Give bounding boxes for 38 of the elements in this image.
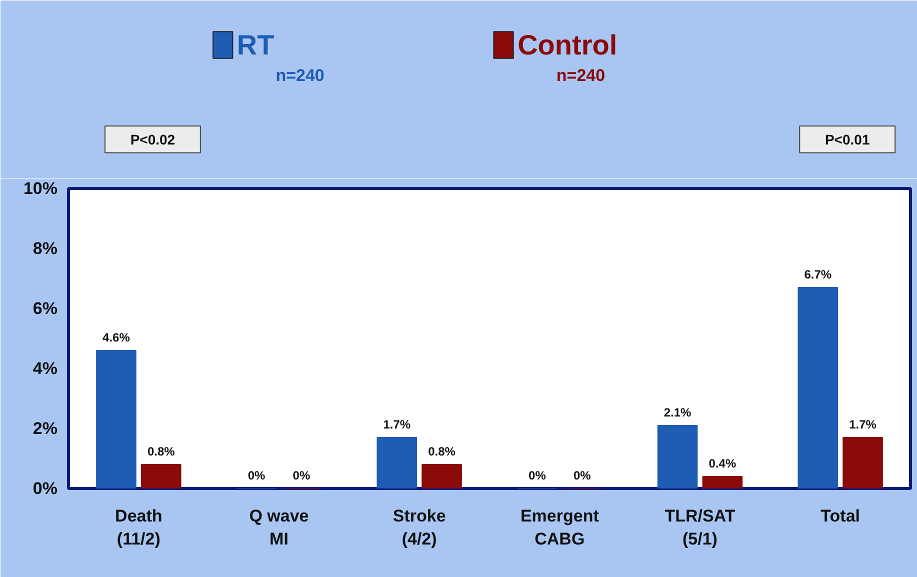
data-label: 0% <box>573 468 592 482</box>
x-tick-label: TLR/SAT (5/1) <box>664 506 736 548</box>
data-label: 2.1% <box>664 406 692 420</box>
data-label: 1.7% <box>849 418 877 432</box>
x-tick-label: Q wave MI <box>249 506 309 548</box>
data-label: 0% <box>292 468 310 482</box>
data-label: 0.4% <box>708 456 736 470</box>
y-tick-label: 4% <box>32 359 58 378</box>
bar <box>842 437 883 488</box>
y-tick-label: 2% <box>32 419 58 438</box>
text: n=240 <box>276 66 324 85</box>
x-tick-label: Stroke (4/2) <box>392 506 446 548</box>
y-tick-label: 6% <box>32 299 58 318</box>
bar <box>376 437 418 488</box>
data-label: 0% <box>528 468 546 482</box>
bar <box>702 476 743 488</box>
x-tick-label: Death (11/2) <box>115 506 162 548</box>
bar <box>96 350 136 488</box>
legend-label: RT <box>236 30 274 60</box>
y-tick-label: 10% <box>23 179 58 198</box>
legend-label: Control <box>518 30 618 60</box>
y-tick-label: 8% <box>32 239 58 258</box>
bar <box>422 464 462 488</box>
x-tick-label: Total <box>820 506 860 526</box>
x-tick-label: Emergent CABG <box>520 506 600 548</box>
data-label: 4.6% <box>102 330 130 344</box>
bar <box>657 425 698 488</box>
bar <box>798 287 838 488</box>
bar <box>140 464 182 488</box>
data-label: 6.7% <box>804 268 832 282</box>
text: n=240 <box>556 66 606 85</box>
y-tick-label: 0% <box>32 479 58 498</box>
data-label: 0.8% <box>428 444 456 458</box>
data-label: 1.7% <box>383 418 411 432</box>
text: P<0.01 <box>824 131 870 148</box>
data-label: 0.8% <box>147 444 176 458</box>
text: P<0.02 <box>130 131 176 148</box>
data-label: 0% <box>248 468 266 482</box>
